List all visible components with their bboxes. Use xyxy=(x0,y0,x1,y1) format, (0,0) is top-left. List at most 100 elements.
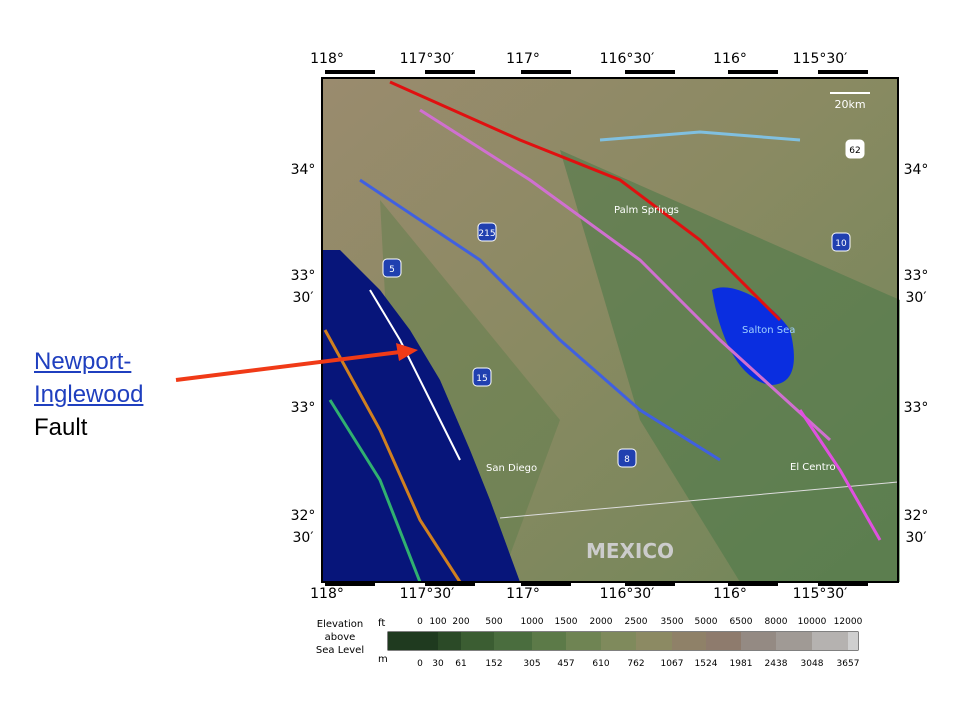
highway-shield xyxy=(382,258,402,278)
legend-ft: 5000 xyxy=(695,617,718,627)
border xyxy=(499,481,899,519)
latitude-label: 33° xyxy=(291,400,316,416)
legend-swatch xyxy=(494,632,532,650)
tick-block xyxy=(325,582,375,586)
legend-swatch xyxy=(776,632,812,650)
latitude-label: 33° xyxy=(904,400,929,416)
legend-swatch xyxy=(388,632,438,650)
legend-m: 1067 xyxy=(661,659,684,669)
legend-ft: 200 xyxy=(452,617,469,627)
legend-ft: 10000 xyxy=(798,617,827,627)
place-label: Palm Springs xyxy=(614,205,679,216)
callout-text: Fault xyxy=(34,414,88,441)
arrow-head xyxy=(396,343,418,361)
latitude-label: 30′ xyxy=(293,290,314,306)
legend-m: 1981 xyxy=(730,659,753,669)
tick-block xyxy=(728,582,778,586)
highway-number: 8 xyxy=(624,455,630,465)
legend-title: Elevation xyxy=(317,619,363,630)
highway-number: 5 xyxy=(389,265,395,275)
fault-link[interactable]: Newport- Inglewood xyxy=(34,348,143,408)
legend-m: 3657 xyxy=(837,659,860,669)
legend-m: 2438 xyxy=(765,659,788,669)
legend-ft: 1500 xyxy=(555,617,578,627)
tick-block xyxy=(425,582,475,586)
legend-unit: ft xyxy=(378,618,385,629)
legend-ft: 2500 xyxy=(625,617,648,627)
legend-m: 0 xyxy=(417,659,423,669)
tick-block xyxy=(625,582,675,586)
legend-swatch xyxy=(706,632,741,650)
legend-swatch xyxy=(438,632,461,650)
tick-block xyxy=(818,582,868,586)
tick-block xyxy=(625,70,675,74)
legend-m: 3048 xyxy=(801,659,824,669)
latitude-label: 34° xyxy=(291,162,316,178)
longitude-label: 117°30′ xyxy=(400,51,455,67)
legend-ft: 8000 xyxy=(765,617,788,627)
legend-ft: 500 xyxy=(485,617,502,627)
highway-shield xyxy=(845,139,865,159)
legend-swatch xyxy=(741,632,776,650)
legend-ft: 0 xyxy=(417,617,423,627)
faults xyxy=(323,80,882,583)
longitude-label: 117°30′ xyxy=(400,586,455,602)
longitude-label: 118° xyxy=(310,586,344,602)
latitude-label: 30′ xyxy=(293,530,314,546)
legend-ft: 3500 xyxy=(661,617,684,627)
longitude-label: 117° xyxy=(506,51,540,67)
legend-swatch xyxy=(566,632,601,650)
link-line: Newport- xyxy=(34,348,132,375)
legend-m: 305 xyxy=(523,659,540,669)
latitude-label: 33° xyxy=(904,268,929,284)
highway-number: 62 xyxy=(849,146,860,156)
legend-swatch xyxy=(532,632,566,650)
valley xyxy=(560,150,900,582)
legend-title: Sea Level xyxy=(316,645,364,656)
legend-swatch xyxy=(461,632,494,650)
legend-ft: 100 xyxy=(429,617,446,627)
highway-shield xyxy=(472,367,492,387)
longitude-label: 116°30′ xyxy=(600,51,655,67)
ocean xyxy=(322,250,520,582)
legend-title: above xyxy=(325,632,356,643)
legend-m: 61 xyxy=(455,659,466,669)
legend-swatch xyxy=(672,632,706,650)
highway-number: 15 xyxy=(476,374,487,384)
arrow xyxy=(175,350,401,382)
legend-ft: 1000 xyxy=(521,617,544,627)
link-line: Inglewood xyxy=(34,381,144,408)
legend-m: 152 xyxy=(485,659,502,669)
longitude-label: 115°30′ xyxy=(793,51,848,67)
tick-block xyxy=(521,70,571,74)
latitude-label: 30′ xyxy=(906,290,927,306)
place-label: San Diego xyxy=(486,463,537,474)
longitude-label: 115°30′ xyxy=(793,586,848,602)
legend-m: 610 xyxy=(592,659,609,669)
legend-ft: 12000 xyxy=(834,617,863,627)
legend-ft: 2000 xyxy=(590,617,613,627)
latitude-label: 34° xyxy=(904,162,929,178)
tick-block xyxy=(818,70,868,74)
country-label: MEXICO xyxy=(586,539,674,563)
longitude-label: 116°30′ xyxy=(600,586,655,602)
longitude-label: 116° xyxy=(713,51,747,67)
legend-swatch xyxy=(848,632,858,650)
longitude-label: 116° xyxy=(713,586,747,602)
legend-swatch xyxy=(812,632,848,650)
tick-block xyxy=(425,70,475,74)
highway-shield xyxy=(477,222,497,242)
highway-number: 10 xyxy=(835,239,847,249)
tick-block xyxy=(521,582,571,586)
place-label: Salton Sea xyxy=(742,325,795,336)
tick-block xyxy=(325,70,375,74)
scale-label: 20km xyxy=(834,98,865,111)
highway-number: 215 xyxy=(478,229,495,239)
latitude-label: 32° xyxy=(904,508,929,524)
callout: Newport- Inglewood Fault xyxy=(34,345,143,444)
legend-swatch xyxy=(636,632,672,650)
legend-swatch xyxy=(601,632,636,650)
legend-unit: m xyxy=(378,654,388,665)
map-frame xyxy=(321,77,899,583)
